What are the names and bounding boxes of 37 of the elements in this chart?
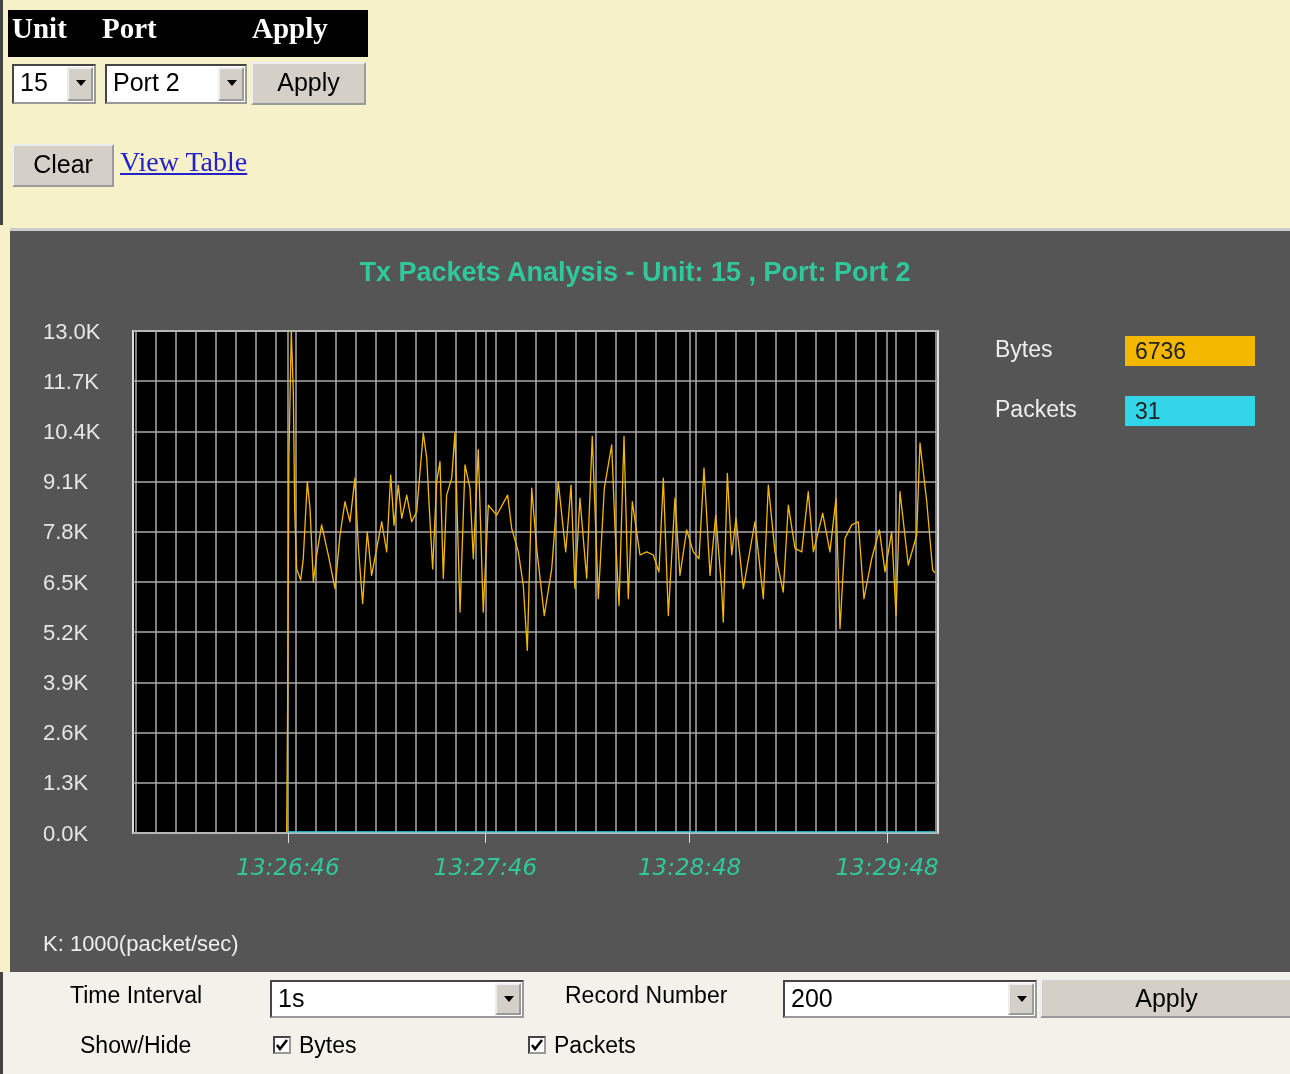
text: Time Interval [70, 982, 203, 1008]
button: Apply [1040, 978, 1290, 1018]
text: Port [102, 12, 157, 44]
text: Packets [554, 1032, 636, 1058]
dropdown-field: Port 2 [105, 64, 247, 104]
text: Apply [252, 12, 328, 44]
y-tick-label: 13.0K [43, 318, 101, 344]
dropdown-field: 1s [270, 980, 524, 1018]
dropdown-field: 15 [12, 64, 96, 104]
dropdown-field: 200 [783, 980, 1037, 1018]
y-tick-label: 11.7K [43, 368, 100, 394]
y-tick-label: 5.2K [43, 619, 89, 645]
y-tick-label: 6.5K [43, 569, 89, 595]
chart-title: Tx Packets Analysis - Unit: 15 , Port: Port 2 [359, 256, 911, 287]
x-tick-label: 13:28:48 [637, 853, 742, 880]
text: 6736 [1135, 338, 1187, 364]
text: Show/Hide [80, 1032, 192, 1058]
y-tick-label: 3.9K [43, 669, 89, 695]
text: Bytes [995, 336, 1053, 362]
y-tick-label: 10.4K [43, 418, 101, 444]
text: Packets [995, 396, 1077, 422]
y-tick-label: 2.6K [43, 720, 89, 746]
y-tick-label: 0.0K [43, 820, 89, 846]
y-tick-label: 9.1K [43, 469, 89, 495]
text: Unit [12, 12, 67, 44]
x-tick-label: 13:27:46 [433, 853, 538, 880]
x-tick-label: 13:26:46 [236, 853, 340, 880]
x-tick-label: 13:29:48 [835, 853, 939, 880]
button: Apply [251, 62, 366, 105]
text: Record Number [565, 982, 728, 1008]
y-tick-label: 7.8K [43, 519, 89, 545]
text: Bytes [299, 1032, 357, 1058]
button: Clear [12, 144, 114, 187]
text: 31 [1135, 398, 1161, 424]
y-tick-label: 1.3K [43, 770, 89, 796]
text: View Table [120, 146, 248, 177]
text: K: 1000(packet/sec) [43, 931, 239, 956]
